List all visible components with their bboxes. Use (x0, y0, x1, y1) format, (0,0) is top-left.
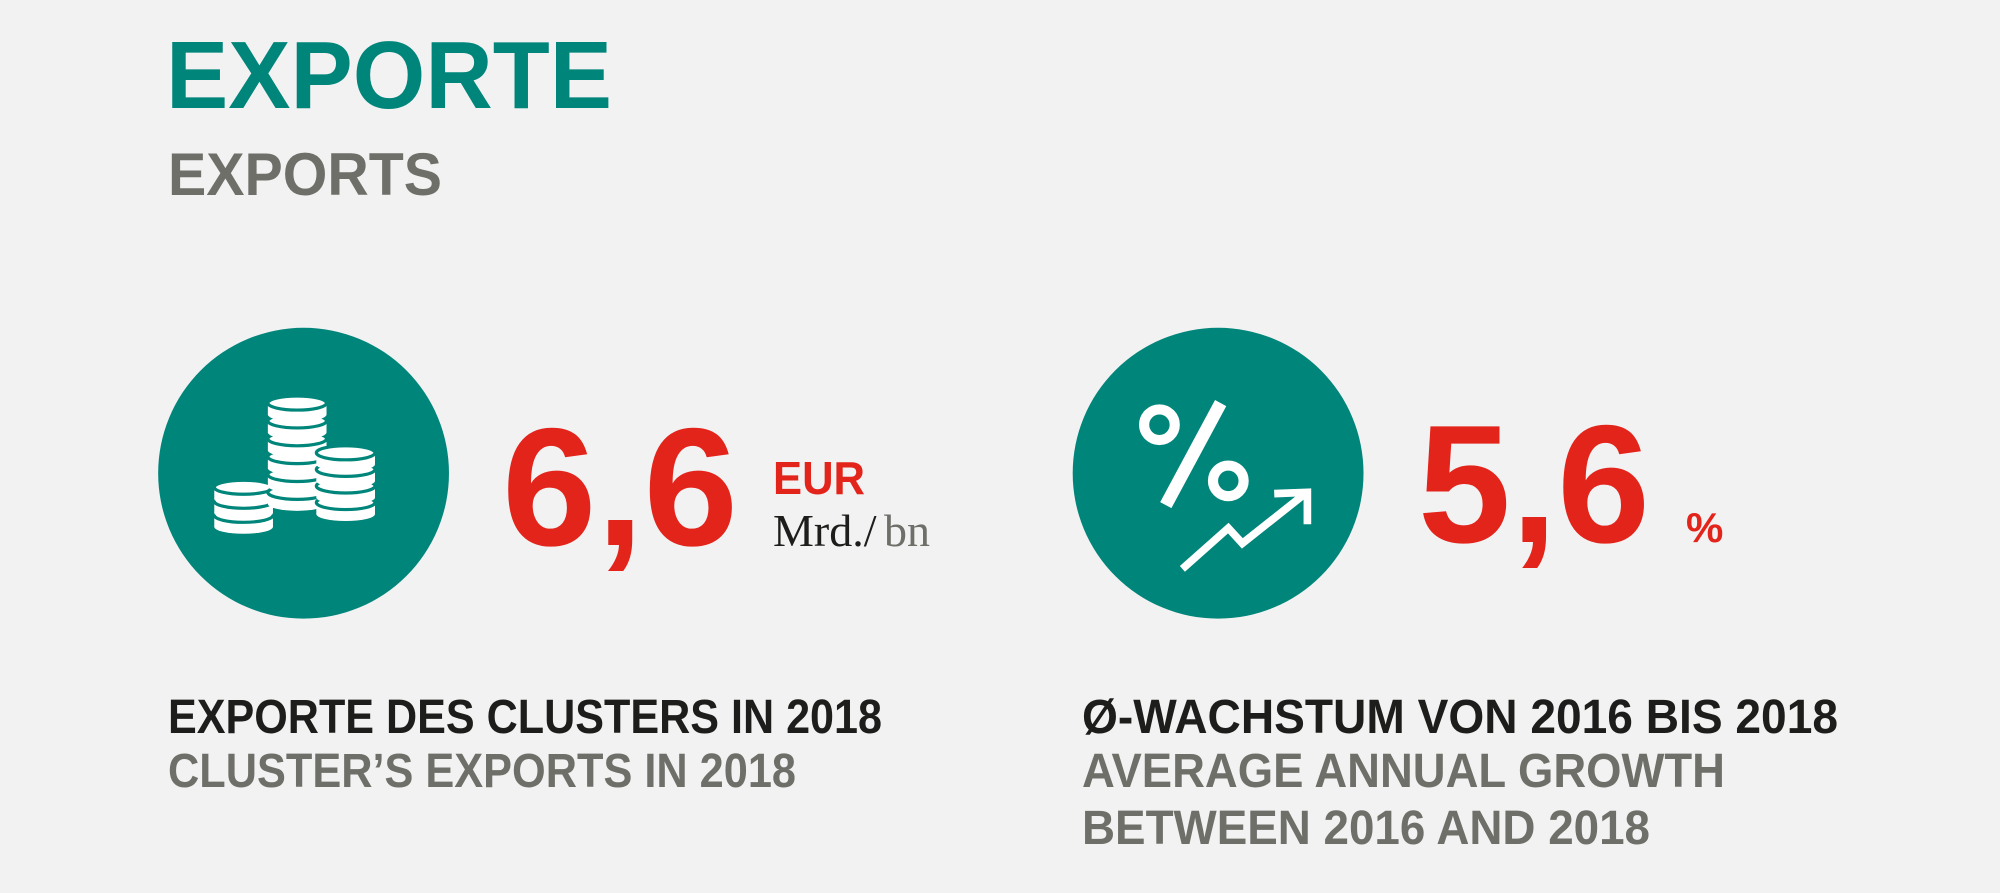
stat-value: 6,6 (502, 393, 738, 581)
stat-value: 5,6 (1418, 390, 1650, 578)
caption-de: Ø-WACHSTUM VON 2016 BIS 2018 (1082, 691, 1838, 744)
coin-stack-right (314, 444, 377, 523)
coin-stack-left (212, 478, 275, 536)
subtitle: EXPORTS (168, 141, 442, 208)
stat-scale-de: Mrd./ (773, 505, 877, 556)
growth-icon (1072, 327, 1364, 619)
coins-icon (158, 327, 449, 619)
stat-scale-en: bn (884, 505, 930, 556)
caption-en: CLUSTER’S EXPORTS IN 2018 (168, 745, 796, 798)
caption-de: EXPORTE DES CLUSTERS IN 2018 (168, 691, 882, 744)
caption-en: BETWEEN 2016 AND 2018 (1082, 802, 1650, 855)
title: EXPORTE (166, 22, 612, 129)
stat-unit: EUR (773, 452, 865, 504)
stat-unit: % (1686, 504, 1723, 551)
caption-en: AVERAGE ANNUAL GROWTH (1082, 745, 1725, 798)
